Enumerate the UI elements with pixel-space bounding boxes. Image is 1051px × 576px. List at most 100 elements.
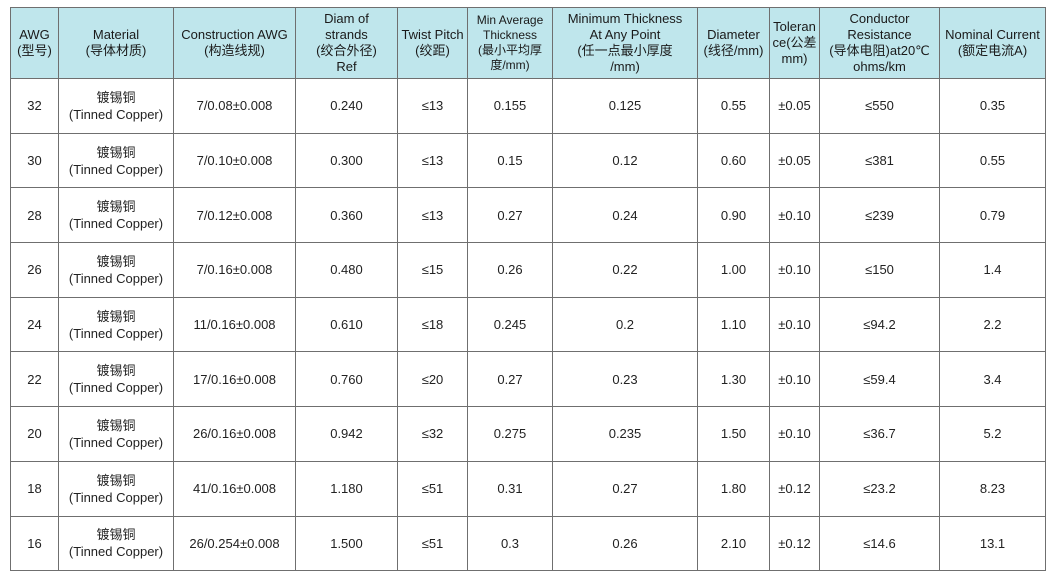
min-average-thickness-cell: 0.15 — [467, 132, 553, 189]
min-thickness-cell: 0.24 — [552, 187, 698, 244]
tolerance-cell: ±0.10 — [769, 351, 820, 408]
header-min-average-thickness: Min Average Thickness (最小平均厚 度/mm) — [467, 7, 553, 79]
material-line: (Tinned Copper) — [68, 325, 164, 341]
header-line: (线径/mm) — [703, 43, 764, 58]
header-line: Thickness — [482, 28, 538, 42]
awg-cell: 18 — [10, 460, 59, 517]
header-row: AWG (型号) Material (导体材质) Construction AW… — [10, 7, 1046, 79]
resistance-cell: ≤550 — [819, 78, 940, 134]
header-diameter: Diameter (线径/mm) — [697, 7, 770, 79]
header-twist-pitch: Twist Pitch (绞距) — [397, 7, 468, 79]
header-line: ohms/km — [853, 59, 906, 74]
material-line: 镀锡铜 — [96, 417, 136, 433]
diam-strands-cell: 0.300 — [295, 132, 398, 189]
header-line: Minimum Thickness — [567, 11, 683, 26]
resistance-cell: ≤94.2 — [819, 296, 940, 353]
header-line: Conductor — [849, 11, 910, 26]
header-line: (绞距) — [415, 43, 450, 58]
nominal-current-cell: 0.79 — [939, 187, 1046, 244]
header-line: (最小平均厚 — [478, 43, 542, 57]
header-line: (绞合外径) — [316, 43, 377, 58]
table-row: 20 镀锡铜 (Tinned Copper) 26/0.16±0.008 0.942 ≤3… — [10, 406, 1046, 462]
diameter-cell: 1.50 — [697, 406, 770, 462]
material-line: (Tinned Copper) — [68, 544, 164, 560]
awg-cell: 32 — [10, 78, 59, 134]
table-row: 22 镀锡铜 (Tinned Copper) 17/0.16±0.008 0.760 ≤2… — [10, 351, 1046, 408]
header-line: Diam of — [324, 11, 369, 26]
min-average-thickness-cell: 0.27 — [467, 351, 553, 408]
header-line: Nominal Current — [945, 27, 1040, 42]
nominal-current-cell: 1.4 — [939, 242, 1046, 298]
header-line: Material — [92, 27, 140, 42]
min-average-thickness-cell: 0.245 — [467, 296, 553, 353]
header-line: Construction AWG — [181, 27, 288, 42]
diam-strands-cell: 0.610 — [295, 296, 398, 353]
material-line: (Tinned Copper) — [68, 216, 164, 232]
twist-pitch-cell: ≤13 — [397, 187, 468, 244]
awg-cell: 20 — [10, 406, 59, 462]
min-thickness-cell: 0.23 — [552, 351, 698, 408]
diameter-cell: 0.55 — [697, 78, 770, 134]
table-row: 32 镀锡铜 (Tinned Copper) 7/0.08±0.008 0.240 ≤13… — [10, 78, 1046, 134]
diam-strands-cell: 0.760 — [295, 351, 398, 408]
tolerance-cell: ±0.10 — [769, 187, 820, 244]
header-min-thickness-any-point: Minimum Thickness At Any Point (任一点最小厚度 … — [552, 7, 698, 79]
table-row: 16 镀锡铜 (Tinned Copper) 26/0.254±0.008 1.500 ≤… — [10, 515, 1046, 572]
diam-strands-cell: 0.942 — [295, 406, 398, 462]
header-tolerance: Toleran ce(公差 mm) — [769, 7, 820, 79]
diam-strands-cell: 1.180 — [295, 460, 398, 517]
material-cell: 镀锡铜 (Tinned Copper) — [58, 132, 174, 189]
tolerance-cell: ±0.10 — [769, 242, 820, 298]
material-line: 镀锡铜 — [96, 253, 136, 269]
table-row: 24 镀锡铜 (Tinned Copper) 11/0.16±0.008 0.610 ≤1… — [10, 296, 1046, 353]
table-row: 26 镀锡铜 (Tinned Copper) 7/0.16±0.008 0.480 ≤15… — [10, 242, 1046, 298]
diameter-cell: 1.00 — [697, 242, 770, 298]
material-cell: 镀锡铜 (Tinned Copper) — [58, 78, 174, 134]
twist-pitch-cell: ≤15 — [397, 242, 468, 298]
awg-cell: 26 — [10, 242, 59, 298]
material-cell: 镀锡铜 (Tinned Copper) — [58, 187, 174, 244]
material-line: (Tinned Copper) — [68, 489, 164, 505]
material-line: 镀锡铜 — [96, 89, 136, 105]
resistance-cell: ≤381 — [819, 132, 940, 189]
awg-cell: 24 — [10, 296, 59, 353]
diameter-cell: 1.30 — [697, 351, 770, 408]
awg-cell: 30 — [10, 132, 59, 189]
material-cell: 镀锡铜 (Tinned Copper) — [58, 242, 174, 298]
nominal-current-cell: 0.55 — [939, 132, 1046, 189]
material-line: 镀锡铜 — [96, 199, 136, 215]
tolerance-cell: ±0.10 — [769, 296, 820, 353]
awg-cell: 28 — [10, 187, 59, 244]
diameter-cell: 1.80 — [697, 460, 770, 517]
header-line: AWG — [19, 27, 50, 42]
min-average-thickness-cell: 0.275 — [467, 406, 553, 462]
twist-pitch-cell: ≤13 — [397, 132, 468, 189]
header-line: Twist Pitch — [401, 27, 464, 42]
header-line: Diameter — [707, 27, 760, 42]
nominal-current-cell: 13.1 — [939, 515, 1046, 572]
min-thickness-cell: 0.26 — [552, 515, 698, 572]
min-thickness-cell: 0.125 — [552, 78, 698, 134]
material-line: (Tinned Copper) — [68, 106, 164, 122]
header-awg: AWG (型号) — [10, 7, 59, 79]
min-thickness-cell: 0.12 — [552, 132, 698, 189]
table-row: 30 镀锡铜 (Tinned Copper) 7/0.10±0.008 0.300 ≤13… — [10, 132, 1046, 189]
twist-pitch-cell: ≤18 — [397, 296, 468, 353]
awg-cell: 22 — [10, 351, 59, 408]
diameter-cell: 0.90 — [697, 187, 770, 244]
diameter-cell: 0.60 — [697, 132, 770, 189]
material-cell: 镀锡铜 (Tinned Copper) — [58, 515, 174, 572]
resistance-cell: ≤59.4 — [819, 351, 940, 408]
min-average-thickness-cell: 0.27 — [467, 187, 553, 244]
construction-cell: 26/0.16±0.008 — [173, 406, 296, 462]
header-line: (任一点最小厚度 — [577, 43, 673, 58]
material-line: (Tinned Copper) — [68, 270, 164, 286]
min-average-thickness-cell: 0.3 — [467, 515, 553, 572]
construction-cell: 7/0.16±0.008 — [173, 242, 296, 298]
header-line: (型号) — [17, 43, 52, 58]
header-diam-strands: Diam of strands (绞合外径) Ref — [295, 7, 398, 79]
construction-cell: 7/0.12±0.008 — [173, 187, 296, 244]
header-line: strands — [325, 27, 368, 42]
twist-pitch-cell: ≤13 — [397, 78, 468, 134]
material-line: 镀锡铜 — [96, 527, 136, 543]
